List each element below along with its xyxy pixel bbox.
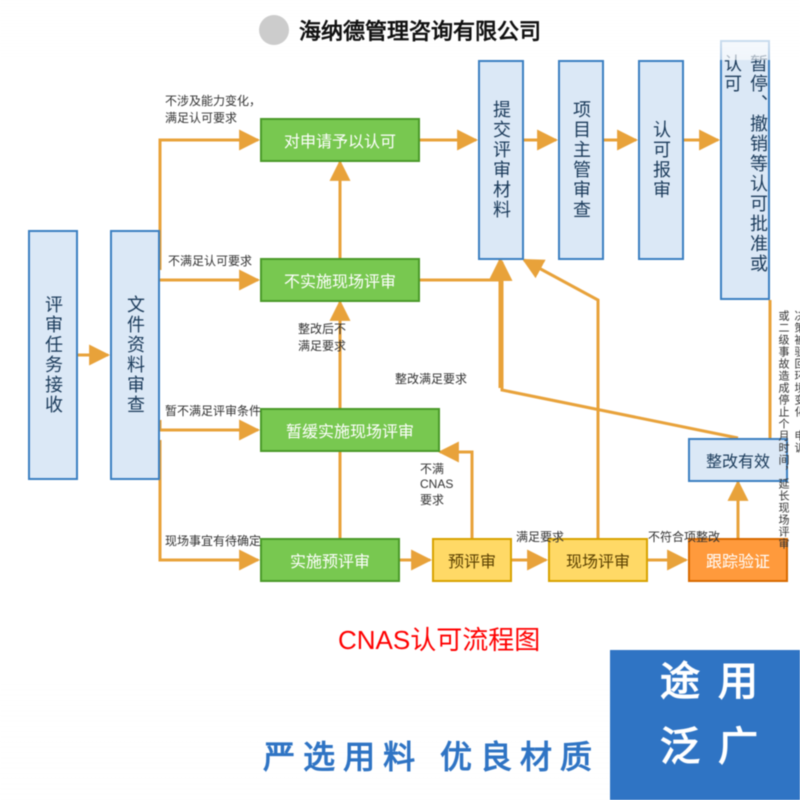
node-n12: 项目主管审查 xyxy=(558,60,604,260)
edge-label-e9: 不符合项整改 xyxy=(648,528,720,545)
node-n5: 暂缓实施现场评审 xyxy=(260,408,440,452)
company-logo-icon xyxy=(259,15,289,45)
edge-label-e5: 整改后不 满足要求 xyxy=(298,320,346,354)
footer-badge: 用途 广泛 xyxy=(610,650,800,800)
company-header: 海纳德管理咨询有限公司 xyxy=(0,0,800,60)
edge-label-e1: 不涉及能力变化， 满足认可要求 xyxy=(165,92,261,126)
node-n7: 预评审 xyxy=(432,538,512,582)
edge-label-e10: 决策被驳回环境变化、申诉 或二级事故造成停止个月时间，延长现场评审 xyxy=(775,310,800,550)
edge-label-e6: 整改满足要求 xyxy=(395,370,467,387)
node-n11: 提交评审材料 xyxy=(478,60,524,260)
footer-badge-col2: 广泛 xyxy=(647,725,763,790)
footer-badge-col1: 用途 xyxy=(647,660,763,725)
diagram-title: CNAS认可流程图 xyxy=(338,620,540,657)
node-n4: 不实施现场评审 xyxy=(260,258,420,302)
edge-label-e3: 暂不满足评审条件 xyxy=(165,402,261,419)
edge-label-e7: 不满 CNAS 要求 xyxy=(420,460,453,508)
node-n2: 文件资料审查 xyxy=(110,230,160,480)
edge-label-e4: 现场事宜有待确定 xyxy=(165,532,261,549)
edge-label-e8: 满足要求 xyxy=(516,528,564,545)
node-n13: 认可报审 xyxy=(638,60,684,260)
edge-label-e2: 不满足认可要求 xyxy=(168,252,252,269)
node-n14: 暂停、撤销等认可批准或认可 xyxy=(720,40,770,300)
node-n3: 对申请予以认可 xyxy=(260,118,420,162)
node-n1: 评审任务接收 xyxy=(28,230,78,480)
node-n10: 整改有效 xyxy=(688,438,788,482)
company-name: 海纳德管理咨询有限公司 xyxy=(299,14,541,46)
node-n6: 实施预评审 xyxy=(260,538,400,582)
footer-subtitle: 严选用料 优良材质 xyxy=(263,732,600,778)
